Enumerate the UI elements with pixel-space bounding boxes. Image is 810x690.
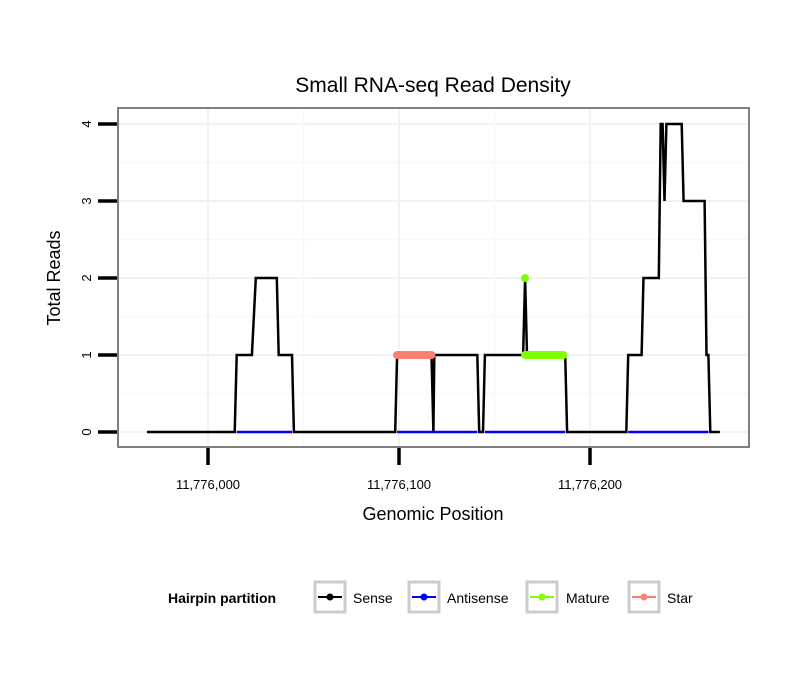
chart-title: Small RNA-seq Read Density — [295, 74, 571, 97]
legend-label: Antisense — [447, 590, 509, 606]
legend-key-point — [326, 593, 334, 601]
y-tick-label: 0 — [79, 428, 94, 435]
x-axis: 11,776,000 11,776,100 11,776,200 — [176, 448, 622, 492]
y-tick-label: 3 — [79, 197, 94, 204]
legend-label: Mature — [566, 590, 610, 606]
legend: Hairpin partition Sense Antisense Mature St… — [168, 580, 693, 614]
plot-border — [117, 107, 750, 448]
legend-key-point — [420, 593, 428, 601]
legend-key-point — [640, 593, 648, 601]
y-tick-label: 2 — [79, 274, 94, 281]
x-tick-label: 11,776,000 — [176, 477, 240, 492]
y-tick-label: 1 — [79, 351, 94, 358]
legend-key-point — [538, 593, 546, 601]
x-tick-label: 11,776,200 — [558, 477, 622, 492]
y-axis-title: Total Reads — [44, 230, 64, 325]
legend-label: Star — [667, 590, 693, 606]
legend-title: Hairpin partition — [168, 590, 276, 606]
x-axis-title: Genomic Position — [362, 504, 503, 524]
x-tick-label: 11,776,100 — [367, 477, 431, 492]
series-layer — [146, 122, 720, 434]
legend-item-sense: Sense — [313, 580, 393, 614]
legend-item-mature: Mature — [525, 580, 610, 614]
y-tick-label: 4 — [79, 120, 94, 127]
legend-item-antisense: Antisense — [407, 580, 509, 614]
legend-label: Sense — [353, 590, 393, 606]
legend-key-box — [313, 580, 347, 614]
legend-item-star: Star — [627, 580, 693, 614]
y-axis: 0 1 2 3 4 — [79, 120, 117, 436]
